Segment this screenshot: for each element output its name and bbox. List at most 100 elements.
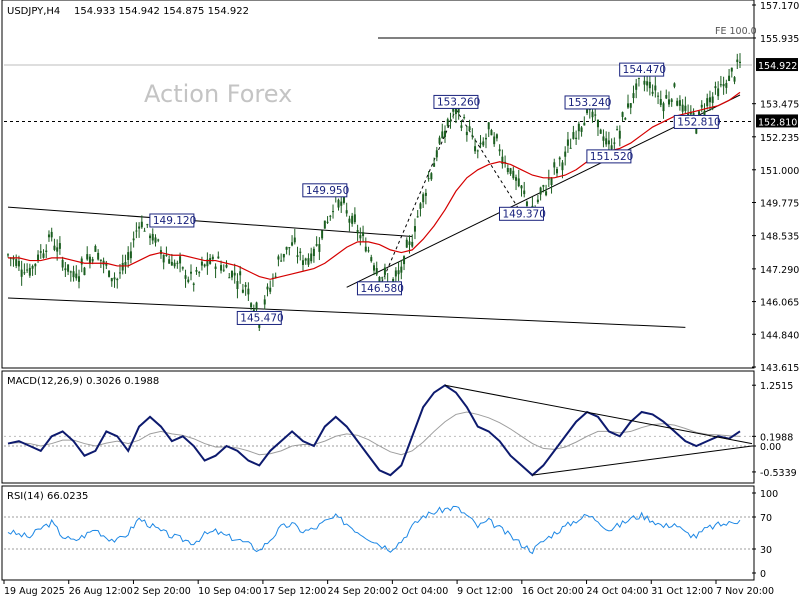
candle-body: [91, 259, 94, 262]
x-tick-label: 2 Oct 04:00: [392, 586, 448, 597]
x-tick-label: 26 Aug 12:00: [69, 586, 133, 597]
candle-body: [318, 244, 321, 252]
candle-body: [241, 289, 244, 293]
moving-average-line: [8, 91, 741, 280]
candle-body: [610, 145, 613, 150]
candle-body: [646, 81, 649, 86]
candle-body: [274, 276, 277, 278]
candle-body: [301, 260, 304, 265]
candle-body: [20, 269, 23, 277]
x-tick-label: 24 Oct 04:00: [587, 586, 649, 597]
rsi-panel-frame: [1, 485, 755, 581]
y-tick-label: 147.290: [760, 265, 799, 276]
candle-body: [83, 267, 86, 276]
candle-body: [168, 259, 171, 264]
candle-body: [337, 199, 340, 208]
fib-projection-leg: [379, 109, 457, 289]
candle-body: [34, 263, 37, 267]
candle-body: [61, 259, 64, 268]
candle-body: [116, 278, 119, 281]
candle-body: [657, 95, 660, 97]
candle-body: [7, 254, 9, 256]
candle-body: [323, 220, 326, 229]
macd-y-tick-label: 1.2515: [760, 381, 793, 392]
candle-body: [621, 112, 624, 117]
candle-body: [474, 146, 477, 152]
y-tick-label: 152.810: [758, 117, 797, 128]
candle-body: [596, 119, 599, 128]
candle-body: [190, 271, 192, 274]
candle-body: [80, 258, 83, 265]
candle-body: [509, 168, 512, 174]
candle-body: [457, 105, 460, 113]
rsi-y-tick-label: 30: [760, 545, 772, 556]
candle-body: [539, 187, 542, 195]
candle-body: [329, 215, 332, 217]
candle-body: [476, 150, 479, 152]
candle-body: [121, 262, 124, 271]
candle-body: [304, 258, 307, 261]
candle-body: [375, 268, 378, 275]
candle-body: [165, 254, 168, 256]
candle-body: [643, 80, 646, 85]
price-annotation-label: 149.120: [153, 215, 196, 227]
candle-body: [569, 147, 572, 149]
candle-body: [561, 162, 564, 171]
candle-body: [23, 272, 26, 274]
candle-body: [607, 140, 610, 145]
lower-channel-line: [7, 297, 686, 328]
candle-body: [471, 135, 474, 137]
candle-body: [239, 271, 242, 276]
candle-body: [512, 170, 515, 179]
price-annotation-label: 149.950: [306, 185, 349, 197]
candle-body: [293, 237, 296, 243]
candle-body: [441, 131, 444, 139]
candle-body: [408, 241, 411, 245]
candle-body: [162, 254, 165, 263]
macd-signal-line: [7, 411, 741, 456]
candle-body: [356, 230, 359, 234]
y-tick-label: 153.475: [760, 100, 799, 111]
y-highlight-box: [756, 58, 798, 72]
y-tick-label: 157.170: [760, 1, 799, 12]
macd-y-tick-label: -0.5339: [760, 468, 797, 479]
candle-body: [424, 192, 427, 196]
price-annotation-label: 145.470: [240, 312, 283, 324]
candle-body: [517, 178, 520, 187]
y-tick-label: 154.922: [758, 61, 797, 72]
candle-body: [282, 253, 285, 258]
candle-body: [151, 233, 154, 241]
candle-body: [127, 252, 130, 260]
candle-body: [203, 264, 206, 267]
x-tick-label: 7 Nov 20:00: [716, 586, 774, 597]
candle-body: [211, 256, 214, 260]
candle-body: [433, 163, 436, 167]
candle-body: [140, 221, 143, 228]
candle-body: [605, 138, 608, 145]
candle-body: [342, 196, 345, 203]
candle-body: [247, 288, 250, 295]
candle-body: [665, 95, 668, 99]
x-tick-label: 31 Oct 12:00: [651, 586, 713, 597]
y-tick-label: 146.065: [760, 298, 799, 309]
price-annotation-box: [433, 94, 479, 109]
candle-body: [430, 173, 433, 180]
candle-body: [291, 242, 294, 246]
candle-body: [468, 126, 471, 131]
candle-body: [47, 234, 50, 238]
macd-panel-frame: [1, 370, 755, 484]
candle-body: [345, 210, 348, 214]
candle-body: [351, 215, 354, 224]
candle-body: [67, 264, 70, 272]
candle-body: [654, 85, 657, 91]
candle-body: [733, 77, 736, 82]
y-tick-label: 151.000: [760, 166, 799, 177]
candle-body: [53, 245, 56, 250]
candle-body: [146, 224, 149, 226]
candle-body: [662, 103, 665, 112]
candle-body: [118, 272, 121, 274]
candle-body: [708, 97, 711, 103]
candle-body: [99, 259, 102, 261]
